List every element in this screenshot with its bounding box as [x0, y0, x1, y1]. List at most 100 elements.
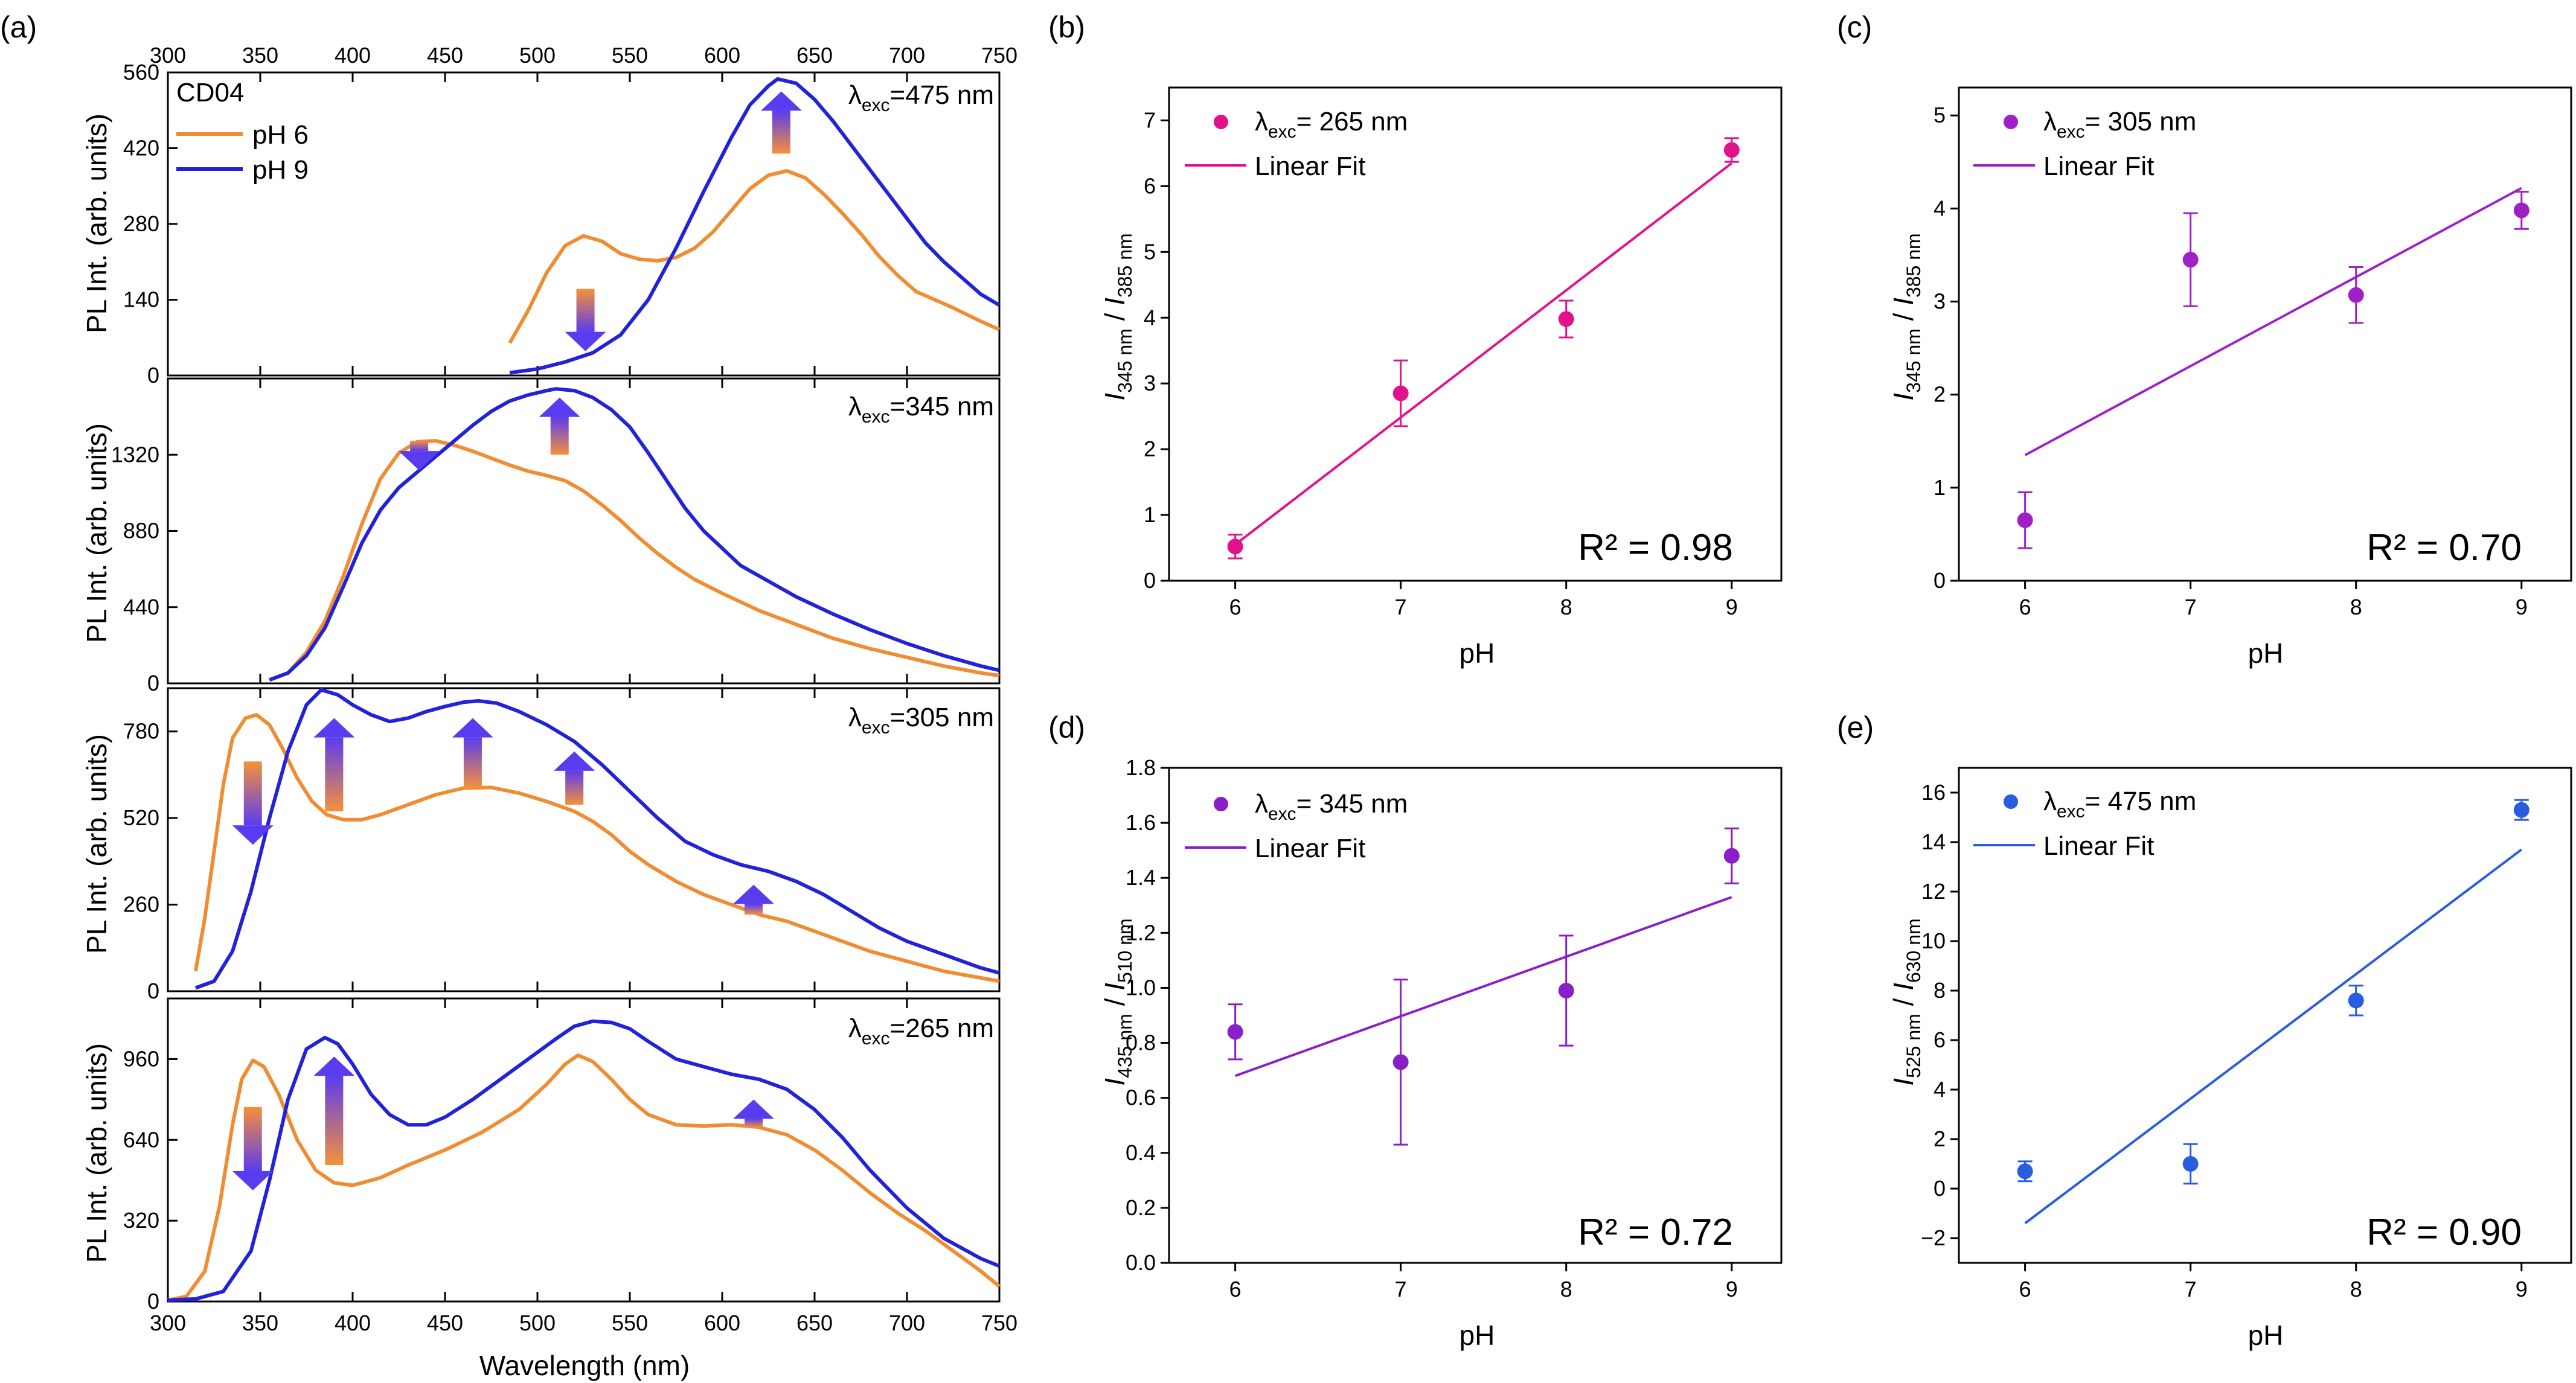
panel_b-y-tick-label-5: 5	[1144, 239, 1156, 264]
panel-c: (c) pH I345 nm / I385 nm λexc= 305 nm Li…	[1837, 10, 2572, 669]
top-tick-label-500: 500	[519, 43, 556, 68]
ylabel-sub2: PL Int. (arb. units)	[81, 734, 112, 954]
panel_c-data-point-0	[2017, 512, 2033, 528]
ph-change-arrow-shaft	[325, 1076, 344, 1166]
panel_c-data-point-2	[2348, 287, 2364, 303]
panel_c-y-tick-label-5: 5	[1934, 103, 1946, 127]
ph-change-arrow-head	[733, 884, 775, 904]
ph-change-arrow-shaft	[463, 737, 482, 788]
panel_d-x-tick-label-9: 9	[1726, 1277, 1738, 1302]
y-tick-label-320: 320	[123, 1208, 159, 1233]
panel_e-y-tick-label-16: 16	[1921, 780, 1946, 805]
panel_c-x-tick-label-9: 9	[2516, 595, 2528, 619]
ph-change-arrow-head	[232, 825, 274, 845]
bottom-tick-label-400: 400	[335, 1311, 371, 1335]
y-tick-label-520: 520	[123, 805, 159, 830]
panel_d-y-tick-label-0.6: 0.6	[1126, 1085, 1156, 1110]
panel-e-xlabel: pH	[2248, 1320, 2284, 1351]
panel_e-data-point-2	[2348, 992, 2364, 1009]
bottom-tick-label-450: 450	[427, 1311, 463, 1335]
panel-a-xlabel: Wavelength (nm)	[479, 1350, 690, 1381]
panel-b-xlabel: pH	[1459, 637, 1495, 669]
panel_c-y-tick-label-2: 2	[1934, 382, 1946, 407]
panel_e-frame	[1958, 767, 2572, 1264]
panel_c-x-tick-label-8: 8	[2350, 595, 2362, 619]
panel_c-data-point-1	[2182, 252, 2199, 268]
y-tick-label-560: 560	[123, 60, 159, 85]
panel-d-xlabel: pH	[1459, 1320, 1495, 1351]
panel_c-x-tick-label-7: 7	[2185, 595, 2197, 619]
panel-d-ylabel: I435 nm / I510 nm	[1099, 918, 1136, 1085]
panel_e-data-point-3	[2513, 802, 2530, 818]
y-tick-label-640: 640	[123, 1127, 159, 1152]
ylabel-sub0: PL Int. (arb. units)	[81, 113, 112, 333]
panel-b-legend-data: λexc= 265 nm	[1255, 107, 1408, 142]
panel_d-y-tick-label-1.0: 1.0	[1126, 975, 1156, 1000]
top-tick-label-600: 600	[704, 43, 740, 68]
panel_b-y-tick-label-0: 0	[1144, 568, 1156, 593]
ph-change-arrow-head	[539, 397, 580, 417]
panel_d-y-tick-label-1.8: 1.8	[1126, 755, 1156, 780]
panel-d-legend-data: λexc= 345 nm	[1255, 789, 1408, 824]
panel-e-legend-fit: Linear Fit	[2043, 831, 2154, 861]
panel-a: (a) Wavelength (nm) 300 350 400 450 500 550 60…	[0, 10, 1017, 1381]
panel_e-y-tick-label-14: 14	[1921, 829, 1946, 854]
bottom-tick-label-600: 600	[704, 1311, 740, 1335]
ph-change-arrow-head	[313, 1056, 355, 1076]
panel_e-y-tick-label-2: 2	[1934, 1126, 1946, 1151]
panel_c-x-tick-label-6: 6	[2019, 595, 2031, 619]
exc-label-265: λexc=265 nm	[848, 1014, 994, 1049]
exc-label-345: λexc=345 nm	[848, 392, 994, 427]
panel_e-y-tick-label-−2: −2	[1921, 1225, 1946, 1250]
bottom-tick-label-650: 650	[796, 1311, 833, 1335]
sample-name: CD04	[176, 78, 245, 107]
spectrum-ph6	[167, 1053, 1001, 1302]
ph-change-arrow-head	[452, 718, 493, 738]
y-tick-label-420: 420	[123, 136, 159, 161]
panel-b-r2: R² = 0.98	[1578, 527, 1733, 569]
panel_d-data-point-0	[1227, 1024, 1243, 1040]
top-tick-label-400: 400	[335, 43, 371, 68]
spectrum-ph6	[508, 169, 1001, 344]
panel_b-y-tick-label-3: 3	[1144, 371, 1156, 395]
y-tick-label-0: 0	[147, 1289, 159, 1314]
panel-d-legend-fit: Linear Fit	[1255, 834, 1365, 863]
panel_c-y-tick-label-4: 4	[1934, 196, 1946, 220]
panel-c-legend-marker	[2004, 115, 2018, 129]
panel_d-y-tick-label-0.4: 0.4	[1126, 1140, 1156, 1165]
y-tick-label-0: 0	[147, 671, 159, 695]
top-tick-label-550: 550	[612, 43, 648, 68]
panel_b-frame	[1168, 86, 1783, 582]
ph-change-arrow-head	[565, 331, 606, 351]
bottom-tick-label-500: 500	[519, 1311, 556, 1335]
ylabel-sub3: PL Int. (arb. units)	[81, 1043, 112, 1263]
ph-change-arrow-shaft	[772, 110, 790, 154]
panel-c-legend-fit: Linear Fit	[2043, 152, 2154, 181]
spectrum-ph9	[194, 688, 1000, 990]
panel_d-x-tick-label-8: 8	[1560, 1277, 1572, 1302]
panel-d-label: (d)	[1048, 711, 1085, 744]
panel_b-x-tick-label-7: 7	[1395, 595, 1407, 619]
panel_e-x-tick-label-7: 7	[2185, 1277, 2197, 1302]
exc-label-305: λexc=305 nm	[848, 703, 994, 738]
ph-change-arrow-shaft	[565, 770, 584, 805]
panel-a-subplot-305: λexc=305 nm 0 260 520 780	[123, 687, 1001, 1003]
bottom-tick-label-750: 750	[981, 1311, 1017, 1335]
panel_d-x-tick-label-7: 7	[1395, 1277, 1407, 1302]
panel_b-fit-line	[1234, 162, 1733, 546]
panel_e-x-tick-label-9: 9	[2516, 1277, 2528, 1302]
panel_e-data-point-1	[2182, 1156, 2199, 1172]
y-tick-label-780: 780	[123, 719, 159, 744]
spectrum-ph6	[193, 713, 1000, 983]
y-tick-label-280: 280	[123, 211, 159, 236]
panel_b-y-tick-label-7: 7	[1144, 107, 1156, 132]
ph-change-arrow-head	[733, 1099, 775, 1119]
panel_e-y-tick-label-4: 4	[1934, 1077, 1946, 1102]
panel-e-ylabel: I525 nm / I630 nm	[1888, 918, 1924, 1085]
subplot-frame-2	[167, 687, 1001, 992]
panel_b-x-tick-label-6: 6	[1229, 595, 1242, 619]
y-tick-label-440: 440	[123, 595, 159, 619]
panel-c-ylabel: I345 nm / I385 nm	[1888, 233, 1924, 400]
panel-a-top-tick-labels: 300 350 400 450 500 550 600 650 700 750	[150, 43, 1017, 68]
